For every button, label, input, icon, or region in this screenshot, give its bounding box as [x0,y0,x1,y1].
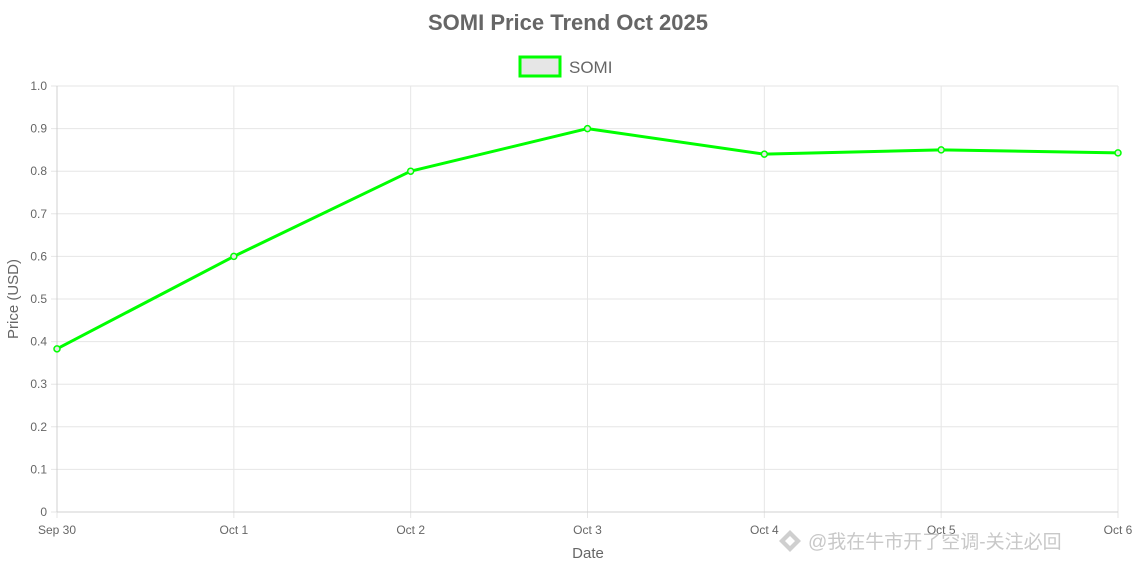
y-tick-label: 0.1 [30,462,47,476]
x-axis-title: Date [572,545,604,562]
y-tick-labels: 0 0.1 0.2 0.3 0.4 0.5 0.6 0.7 0.8 0.9 1.0 [30,79,47,519]
y-tick-label: 0.9 [30,122,47,136]
data-point[interactable] [53,345,61,353]
data-point[interactable] [937,146,945,154]
legend[interactable]: SOMI [518,55,612,78]
x-tick-label: Oct 5 [927,523,956,537]
x-tick-labels: Sep 30 Oct 1 Oct 2 Oct 3 Oct 4 Oct 5 Oct 6 [38,523,1133,537]
watermark-text: @我在牛市开了空调-关注必回 [808,531,1062,553]
y-tick-label: 1.0 [30,79,47,93]
axis-layer [56,86,1118,513]
x-tick-label: Oct 3 [573,523,602,537]
x-tick-label: Oct 4 [750,523,779,537]
y-tick-label: 0.5 [30,292,47,306]
y-tick-label: 0.2 [30,420,47,434]
y-tick-label: 0.3 [30,377,47,391]
x-tick-label: Oct 1 [219,523,248,537]
y-axis-title: Price (USD) [5,259,22,339]
data-point[interactable] [1114,149,1122,157]
data-point[interactable] [760,150,769,158]
data-point[interactable] [406,167,415,175]
y-tick-label: 0.4 [30,335,47,349]
data-point[interactable] [230,252,238,261]
y-tick-label: 0 [40,505,47,519]
chart-title: SOMI Price Trend Oct 2025 [428,10,708,35]
x-tick-label: Oct 6 [1104,523,1133,537]
x-tick-label: Oct 2 [396,523,425,537]
y-tick-label: 0.7 [30,207,47,221]
legend-swatch [518,55,562,78]
y-tick-label: 0.8 [30,164,47,178]
y-tick-label: 0.6 [30,249,47,263]
x-tick-label: Sep 30 [38,523,76,537]
series-layer [53,124,1122,353]
legend-label: SOMI [569,58,612,77]
diamond-logo-icon [779,530,801,552]
data-point[interactable] [583,124,592,133]
watermark: @我在牛市开了空调-关注必回 [779,530,1062,553]
